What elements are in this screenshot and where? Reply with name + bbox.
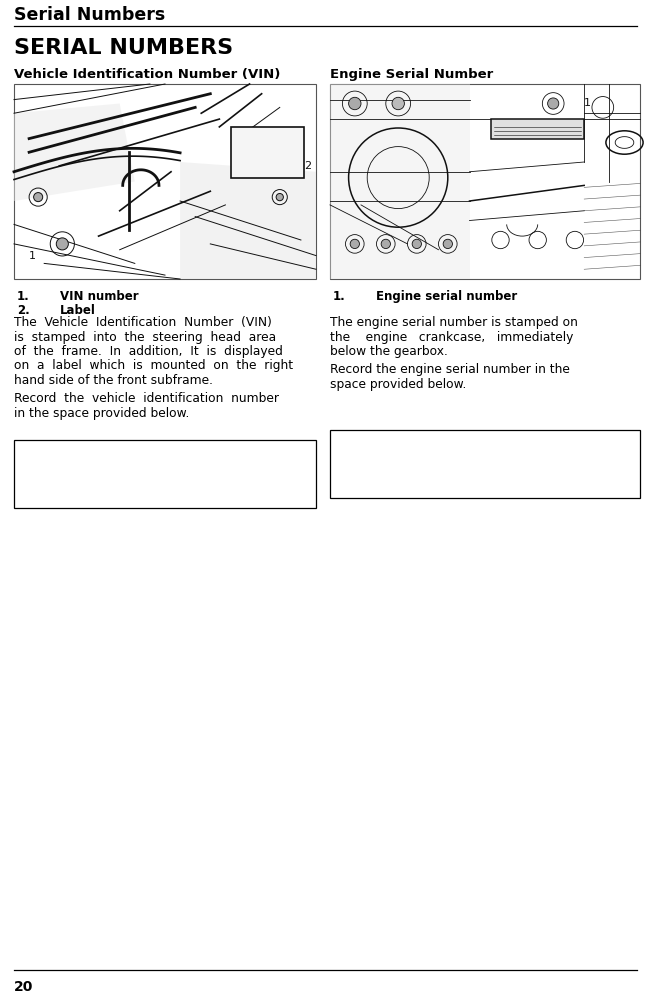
Bar [232, 127, 304, 177]
Circle shape [547, 98, 559, 109]
Text: Serial Numbers: Serial Numbers [14, 6, 165, 24]
Text: Engine Serial Number: Engine Serial Number [330, 68, 493, 81]
Bar [14, 84, 316, 279]
Text: Vehicle Identification Number (VIN): Vehicle Identification Number (VIN) [14, 68, 281, 81]
Bar [330, 84, 640, 279]
Polygon shape [14, 103, 135, 201]
Text: on  a  label  which  is  mounted  on  the  right: on a label which is mounted on the right [14, 359, 293, 372]
Circle shape [348, 97, 361, 110]
Text: Record the engine serial number in the: Record the engine serial number in the [330, 363, 570, 376]
Bar [330, 430, 640, 498]
Text: hand side of the front subframe.: hand side of the front subframe. [14, 374, 213, 387]
Circle shape [392, 97, 404, 110]
Text: the    engine   crankcase,   immediately: the engine crankcase, immediately [330, 330, 574, 343]
Text: 1: 1 [584, 98, 591, 108]
Text: 1.: 1. [17, 290, 30, 303]
Bar [14, 440, 316, 508]
Text: Label: Label [60, 304, 96, 317]
Polygon shape [180, 162, 316, 279]
Text: space provided below.: space provided below. [330, 378, 466, 391]
Text: 2.: 2. [17, 304, 30, 317]
Bar [492, 119, 584, 138]
Text: SERIAL NUMBERS: SERIAL NUMBERS [14, 38, 233, 58]
Text: in the space provided below.: in the space provided below. [14, 407, 189, 420]
Text: 1.: 1. [333, 290, 346, 303]
Text: Record  the  vehicle  identification  number: Record the vehicle identification number [14, 392, 279, 405]
Text: is  stamped  into  the  steering  head  area: is stamped into the steering head area [14, 330, 276, 343]
Text: Engine serial number: Engine serial number [376, 290, 518, 303]
Circle shape [381, 239, 391, 248]
Text: 20: 20 [14, 980, 33, 994]
Circle shape [443, 239, 452, 248]
Text: The  Vehicle  Identification  Number  (VIN): The Vehicle Identification Number (VIN) [14, 316, 272, 329]
Circle shape [34, 192, 43, 201]
Text: 2: 2 [304, 161, 311, 171]
Polygon shape [330, 84, 469, 279]
Text: of  the  frame.  In  addition,  It  is  displayed: of the frame. In addition, It is display… [14, 345, 283, 358]
Circle shape [412, 239, 421, 248]
Circle shape [276, 193, 283, 201]
Circle shape [56, 238, 68, 250]
Text: VIN number: VIN number [60, 290, 139, 303]
Text: The engine serial number is stamped on: The engine serial number is stamped on [330, 316, 578, 329]
Text: 1: 1 [29, 250, 36, 260]
Text: below the gearbox.: below the gearbox. [330, 345, 448, 358]
Circle shape [350, 239, 359, 248]
